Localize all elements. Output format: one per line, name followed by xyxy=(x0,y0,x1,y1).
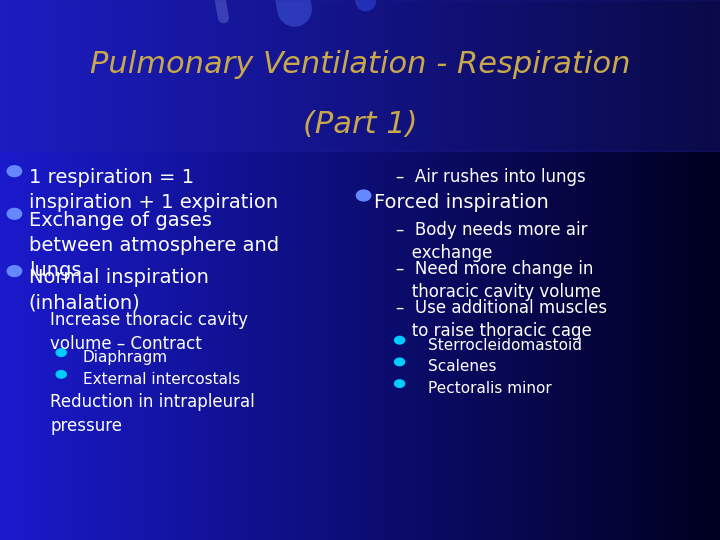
Circle shape xyxy=(395,336,405,344)
Text: External intercostals: External intercostals xyxy=(83,372,240,387)
Text: Sterrocleidomastoid: Sterrocleidomastoid xyxy=(428,338,582,353)
Text: Exchange of gases
between atmosphere and
lungs: Exchange of gases between atmosphere and… xyxy=(29,211,279,280)
Circle shape xyxy=(56,349,66,356)
Text: –  Need more change in
   thoracic cavity volume: – Need more change in thoracic cavity vo… xyxy=(396,260,601,301)
Circle shape xyxy=(395,380,405,387)
Text: 1 respiration = 1
inspiration + 1 expiration: 1 respiration = 1 inspiration + 1 expira… xyxy=(29,168,278,212)
Circle shape xyxy=(395,358,405,366)
Text: Diaphragm: Diaphragm xyxy=(83,350,168,365)
Circle shape xyxy=(7,266,22,276)
Circle shape xyxy=(56,370,66,378)
Text: Scalenes: Scalenes xyxy=(428,359,497,374)
Circle shape xyxy=(356,190,371,201)
Text: Reduction in intrapleural
pressure: Reduction in intrapleural pressure xyxy=(50,393,255,435)
Text: –  Body needs more air
   exchange: – Body needs more air exchange xyxy=(396,221,588,262)
Text: Pectoralis minor: Pectoralis minor xyxy=(428,381,552,396)
Bar xyxy=(0,0,720,151)
Circle shape xyxy=(7,208,22,219)
Text: Forced inspiration: Forced inspiration xyxy=(374,193,549,212)
Text: –  Air rushes into lungs: – Air rushes into lungs xyxy=(396,168,586,186)
Text: Increase thoracic cavity
volume – Contract: Increase thoracic cavity volume – Contra… xyxy=(50,311,248,353)
Text: Normal inspiration
(inhalation): Normal inspiration (inhalation) xyxy=(29,268,209,312)
Text: –  Use additional muscles
   to raise thoracic cage: – Use additional muscles to raise thorac… xyxy=(396,299,607,340)
Circle shape xyxy=(7,166,22,177)
Text: Pulmonary Ventilation - Respiration: Pulmonary Ventilation - Respiration xyxy=(90,50,630,79)
Text: (Part 1): (Part 1) xyxy=(302,110,418,139)
